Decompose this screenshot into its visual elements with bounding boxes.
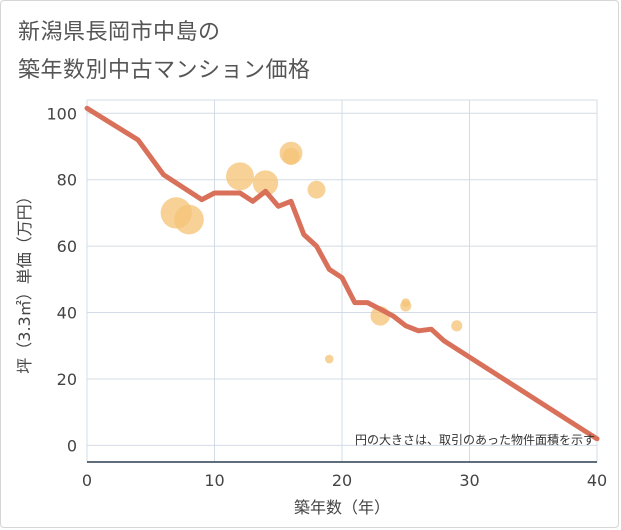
x-axis-label: 築年数（年） <box>294 498 390 517</box>
x-tick-label-4: 40 <box>587 471 607 490</box>
scatter-point-7 <box>324 354 334 364</box>
y-tick-label-5: 100 <box>46 104 77 123</box>
x-tick-label-0: 0 <box>82 471 92 490</box>
y-tick-label-4: 80 <box>57 171 77 190</box>
x-tick-label-2: 20 <box>332 471 352 490</box>
y-tick-label-0: 0 <box>67 436 77 455</box>
y-tick-label-1: 20 <box>57 370 77 389</box>
scatter-point-1 <box>174 204 204 235</box>
y-tick-label-3: 60 <box>57 237 77 256</box>
trend-line <box>84 105 600 442</box>
scatter-point-11 <box>451 320 463 332</box>
y-axis-label: 坪（3.3㎡）単価（万円） <box>15 188 34 373</box>
scatter-point-6 <box>307 180 326 199</box>
x-tick-label-1: 10 <box>204 471 224 490</box>
chart-title-line2: 築年数別中古マンション価格 <box>18 58 311 83</box>
chart-title-line1: 新潟県長岡市中島の <box>18 20 221 45</box>
x-tick-label-3: 30 <box>459 471 479 490</box>
size-note: 円の大きさは、取引のあった物件面積を示す <box>355 432 595 447</box>
scatter-point-10 <box>401 298 411 307</box>
scatter-point-3 <box>252 170 279 196</box>
y-tick-label-2: 40 <box>57 304 77 323</box>
scatter-point-5 <box>282 147 300 165</box>
scatter-point-2 <box>226 162 254 191</box>
